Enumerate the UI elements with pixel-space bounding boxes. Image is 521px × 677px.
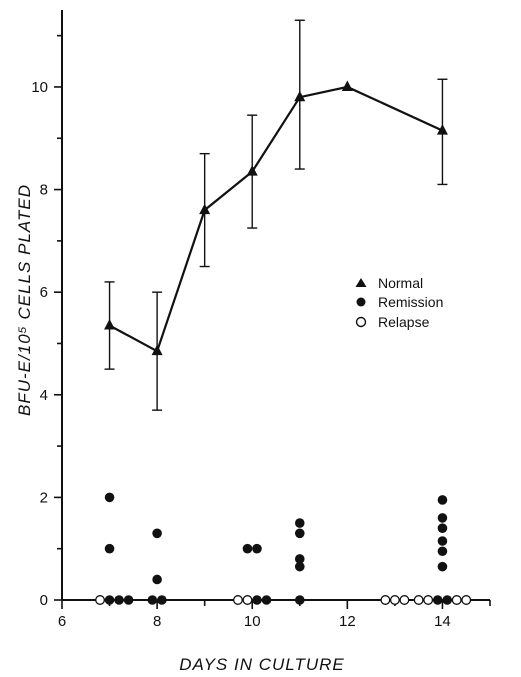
relapse-point	[461, 595, 472, 605]
remission-point	[152, 528, 162, 539]
legend-normal-triangle-icon	[355, 278, 367, 287]
normal-point-triangle	[246, 165, 258, 176]
remission-point	[294, 518, 305, 528]
remission-point	[242, 543, 253, 554]
remission-point	[252, 595, 262, 605]
remission-point	[437, 561, 448, 572]
y-tick-label: 2	[40, 489, 48, 506]
legend-remission-label: Remission	[378, 294, 443, 310]
remission-point	[104, 595, 115, 605]
axis-ticks: 6 8 10 12 14 0 2 4 6 8 10	[31, 34, 491, 630]
normal-point-triangle	[104, 319, 116, 330]
relapse-point	[399, 595, 410, 605]
relapse-point	[413, 595, 424, 605]
y-tick-label: 4	[40, 387, 48, 404]
remission-point	[294, 528, 305, 539]
y-tick-label: 6	[40, 284, 48, 301]
remission-point	[432, 595, 443, 605]
y-tick-label: 10	[31, 79, 48, 96]
normal-point-triangle	[436, 124, 448, 135]
normal-series	[104, 19, 448, 411]
remission-point	[442, 595, 453, 605]
remission-point	[147, 595, 158, 605]
remission-point	[294, 554, 305, 564]
relapse-series	[95, 595, 472, 605]
remission-point	[104, 492, 115, 503]
remission-point	[437, 513, 448, 523]
relapse-point	[423, 595, 434, 605]
legend-remission-dot-icon	[356, 297, 366, 307]
relapse-point	[389, 595, 400, 605]
remission-point	[437, 536, 448, 546]
x-tick-label: 6	[58, 613, 66, 630]
relapse-point	[242, 595, 253, 605]
remission-point	[157, 595, 167, 605]
remission-point	[123, 595, 134, 605]
remission-point	[437, 523, 448, 533]
remission-point	[252, 543, 262, 554]
remission-series	[104, 492, 453, 605]
normal-point-triangle	[151, 344, 163, 356]
y-axis-label: BFU-E/10⁵ CELLS PLATED	[15, 184, 34, 416]
x-tick-label: 10	[244, 613, 261, 630]
remission-point	[294, 561, 305, 572]
legend-relapse-label: Relapse	[378, 314, 430, 330]
remission-point	[437, 546, 448, 557]
y-tick-label: 8	[40, 182, 48, 199]
y-tick-label: 0	[40, 592, 48, 609]
remission-point	[114, 595, 124, 605]
x-tick-label: 12	[339, 613, 356, 630]
remission-point	[294, 595, 305, 605]
remission-point	[437, 495, 448, 505]
remission-point	[152, 574, 162, 585]
relapse-point	[95, 595, 105, 605]
normal-point-triangle	[199, 203, 211, 215]
normal-point-triangle	[294, 90, 306, 102]
legend-relapse-circle-icon	[355, 316, 367, 328]
relapse-point	[233, 595, 243, 605]
remission-point	[261, 595, 272, 605]
normal-point-triangle	[341, 80, 353, 91]
relapse-point	[380, 595, 391, 605]
normal-line	[109, 85, 443, 353]
x-axis-label: DAYS IN CULTURE	[179, 655, 345, 674]
legend-normal-label: Normal	[378, 275, 423, 291]
legend: Normal Remission Relapse	[355, 275, 443, 330]
x-tick-label: 8	[153, 613, 161, 630]
remission-point	[104, 543, 115, 554]
x-tick-label: 14	[434, 613, 451, 630]
relapse-point	[451, 595, 462, 605]
